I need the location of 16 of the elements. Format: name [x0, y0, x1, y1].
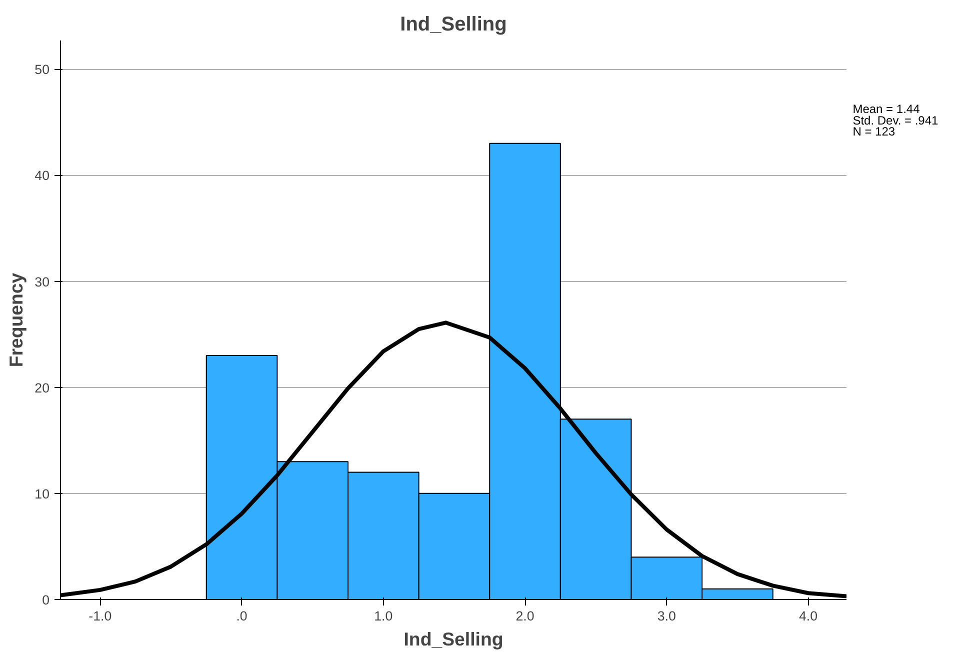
y-tick-label: 30: [34, 274, 50, 290]
x-tick-label: -1.0: [88, 608, 112, 624]
y-axis-title: Frequency: [6, 272, 27, 368]
y-tick-label: 40: [34, 168, 50, 184]
x-tick-label: 4.0: [799, 608, 818, 624]
x-tick-label: 1.0: [374, 608, 393, 624]
y-tick-label: 20: [34, 380, 50, 396]
x-axis-title: Ind_Selling: [404, 628, 504, 650]
text: N = 123: [852, 124, 896, 139]
y-tick-label: 50: [34, 62, 50, 78]
x-tick-label: .0: [236, 608, 248, 624]
chart-title: Ind_Selling: [400, 14, 507, 36]
x-tick-label: 3.0: [657, 608, 676, 624]
x-tick-label: 2.0: [516, 608, 534, 624]
y-tick-label: 0: [42, 592, 50, 608]
y-tick-label: 10: [34, 486, 50, 502]
